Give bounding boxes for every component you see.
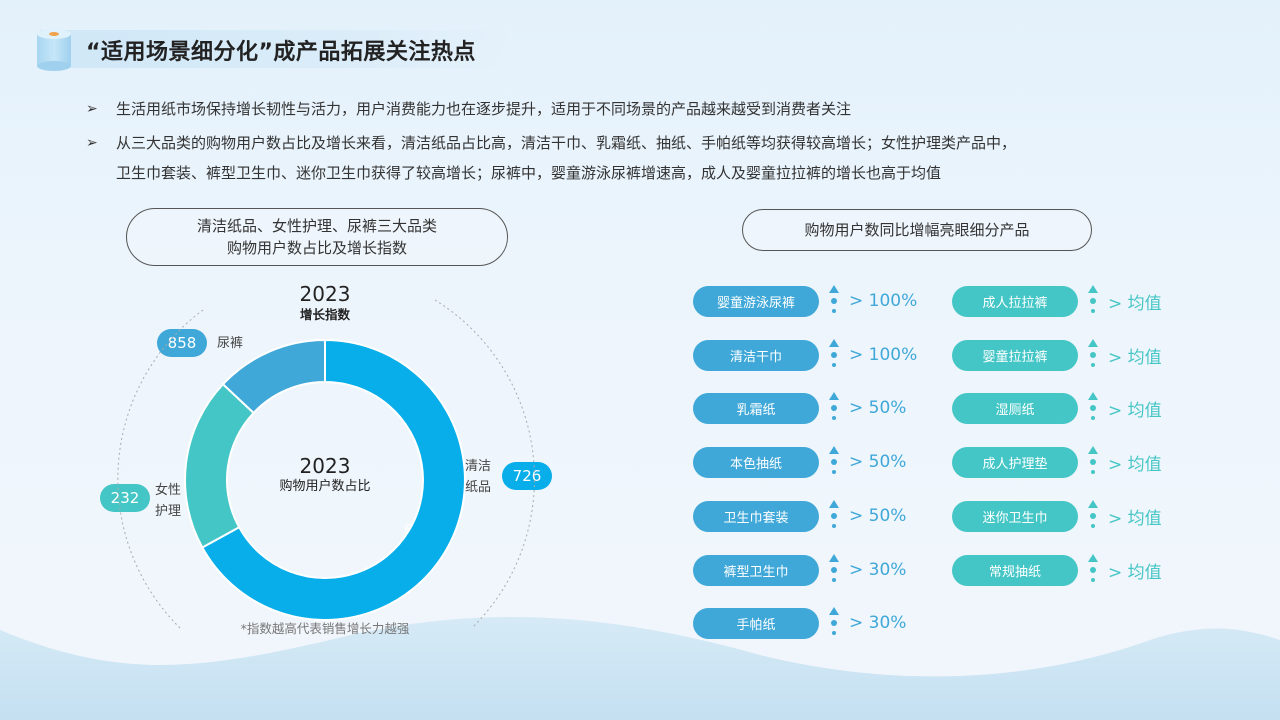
product-item: 清洁干巾 > 100% bbox=[693, 339, 917, 371]
paper-roll-icon bbox=[37, 29, 71, 71]
background-wave bbox=[0, 617, 1280, 720]
donut-segment-clean-paper bbox=[200, 338, 466, 621]
product-pill: 卫生巾套装 bbox=[693, 500, 819, 532]
footnote: *指数越高代表销售增长力越强 bbox=[240, 621, 410, 636]
right-pill-title: 购物用户数同比增幅亮眼细分产品 bbox=[804, 221, 1030, 239]
growth-up-indicator-icon bbox=[1086, 554, 1100, 586]
growth-up-indicator-icon bbox=[1086, 446, 1100, 478]
product-pill: 迷你卫生巾 bbox=[952, 500, 1078, 532]
left-pill-line2: 购物用户数占比及增长指数 bbox=[226, 239, 407, 257]
growth-up-indicator-icon bbox=[827, 500, 841, 532]
arrow-bullet-icon: ➢ bbox=[86, 135, 98, 151]
category-label-clean-paper: 清洁纸品 bbox=[465, 459, 492, 495]
growth-value: 858 bbox=[167, 334, 197, 352]
growth-up-indicator-icon bbox=[1086, 500, 1100, 532]
category-label-diapers: 尿裤 bbox=[217, 336, 244, 351]
product-item: 婴童游泳尿裤 > 100% bbox=[693, 285, 917, 317]
growth-up-indicator-icon bbox=[827, 285, 841, 317]
product-growth-value: > 均值 bbox=[1108, 508, 1162, 529]
donut-segment-diapers bbox=[221, 338, 326, 415]
summary-bullets: ➢ 生活用纸市场保持增长韧性与活力，用户消费能力也在逐步提升，适用于不同场景的产… bbox=[86, 94, 1226, 192]
product-item: 成人护理垫 > 均值 bbox=[952, 446, 1162, 478]
bullet-text: 卫生巾套装、裤型卫生巾、迷你卫生巾获得了较高增长；尿裤中，婴童游泳尿裤增速高，成… bbox=[116, 164, 942, 182]
bullet-text: 从三大品类的购物用户数占比及增长来看，清洁纸品占比高，清洁干巾、乳霜纸、抽纸、手… bbox=[116, 134, 1017, 152]
growth-index-heading: 2023 增长指数 bbox=[300, 282, 351, 324]
product-growth-value: > 100% bbox=[849, 345, 918, 365]
product-pill: 成人拉拉裤 bbox=[952, 285, 1078, 317]
donut-center-caption: 购物用户数占比 bbox=[279, 479, 371, 494]
growth-arc-right bbox=[434, 299, 535, 629]
left-section-pill: 清洁纸品、女性护理、尿裤三大品类 购物用户数占比及增长指数 bbox=[126, 208, 508, 266]
product-pill: 湿厕纸 bbox=[952, 392, 1078, 424]
product-item: 裤型卫生巾 > 30% bbox=[693, 554, 906, 586]
product-growth-value: > 50% bbox=[849, 452, 907, 472]
growth-up-indicator-icon bbox=[827, 554, 841, 586]
product-pill: 婴童游泳尿裤 bbox=[693, 285, 819, 317]
growth-value: 232 bbox=[110, 489, 140, 507]
bullet-item: ➢ 从三大品类的购物用户数占比及增长来看，清洁纸品占比高，清洁干巾、乳霜纸、抽纸… bbox=[86, 128, 1226, 188]
bullet-item: ➢ 生活用纸市场保持增长韧性与活力，用户消费能力也在逐步提升，适用于不同场景的产… bbox=[86, 94, 1226, 124]
bullet-text: 生活用纸市场保持增长韧性与活力，用户消费能力也在逐步提升，适用于不同场景的产品越… bbox=[116, 100, 852, 118]
product-item: 迷你卫生巾 > 均值 bbox=[952, 500, 1162, 532]
product-pill: 婴童拉拉裤 bbox=[952, 339, 1078, 371]
growth-up-indicator-icon bbox=[1086, 339, 1100, 371]
page-title: “适用场景细分化”成产品拓展关注热点 bbox=[86, 40, 476, 65]
product-growth-value: > 均值 bbox=[1108, 293, 1162, 314]
donut-center-year: 2023 bbox=[299, 454, 351, 478]
product-item: 手帕纸 > 30% bbox=[693, 607, 906, 639]
arrow-bullet-icon: ➢ bbox=[86, 101, 98, 117]
donut-center-label: 2023 购物用户数占比 bbox=[279, 454, 370, 496]
product-item: 卫生巾套装 > 50% bbox=[693, 500, 906, 532]
right-section-pill: 购物用户数同比增幅亮眼细分产品 bbox=[742, 209, 1092, 251]
growth-badge-diapers: 858 bbox=[157, 329, 207, 357]
product-growth-value: > 100% bbox=[849, 291, 918, 311]
product-item: 湿厕纸 > 均值 bbox=[952, 392, 1162, 424]
growth-up-indicator-icon bbox=[827, 446, 841, 478]
growth-up-indicator-icon bbox=[1086, 285, 1100, 317]
product-growth-value: > 50% bbox=[849, 506, 907, 526]
growth-up-indicator-icon bbox=[1086, 392, 1100, 424]
growth-index-year: 2023 bbox=[299, 282, 351, 306]
growth-up-indicator-icon bbox=[827, 339, 841, 371]
title-band bbox=[40, 30, 510, 68]
growth-index-label: 增长指数 bbox=[299, 307, 350, 322]
product-growth-value: > 30% bbox=[849, 613, 907, 633]
product-growth-value: > 50% bbox=[849, 398, 907, 418]
product-pill: 乳霜纸 bbox=[693, 392, 819, 424]
product-pill: 清洁干巾 bbox=[693, 339, 819, 371]
donut-segment-feminine-care bbox=[184, 382, 256, 549]
product-pill: 成人护理垫 bbox=[952, 446, 1078, 478]
product-item: 成人拉拉裤 > 均值 bbox=[952, 285, 1162, 317]
product-item: 乳霜纸 > 50% bbox=[693, 392, 906, 424]
product-pill: 手帕纸 bbox=[693, 607, 819, 639]
growth-up-indicator-icon bbox=[827, 607, 841, 639]
growth-arc-left bbox=[117, 309, 204, 629]
category-label-feminine-care: 女性护理 bbox=[155, 483, 182, 519]
product-item: 婴童拉拉裤 > 均值 bbox=[952, 339, 1162, 371]
product-growth-value: > 均值 bbox=[1108, 400, 1162, 421]
product-pill: 裤型卫生巾 bbox=[693, 554, 819, 586]
growth-up-indicator-icon bbox=[827, 392, 841, 424]
product-pill: 常规抽纸 bbox=[952, 554, 1078, 586]
product-growth-value: > 均值 bbox=[1108, 562, 1162, 583]
product-item: 本色抽纸 > 50% bbox=[693, 446, 906, 478]
product-growth-value: > 30% bbox=[849, 560, 907, 580]
growth-badge-feminine-care: 232 bbox=[100, 484, 150, 512]
product-pill: 本色抽纸 bbox=[693, 446, 819, 478]
left-pill-line1: 清洁纸品、女性护理、尿裤三大品类 bbox=[196, 217, 437, 235]
product-growth-value: > 均值 bbox=[1108, 454, 1162, 475]
product-growth-value: > 均值 bbox=[1108, 347, 1162, 368]
product-item: 常规抽纸 > 均值 bbox=[952, 554, 1162, 586]
